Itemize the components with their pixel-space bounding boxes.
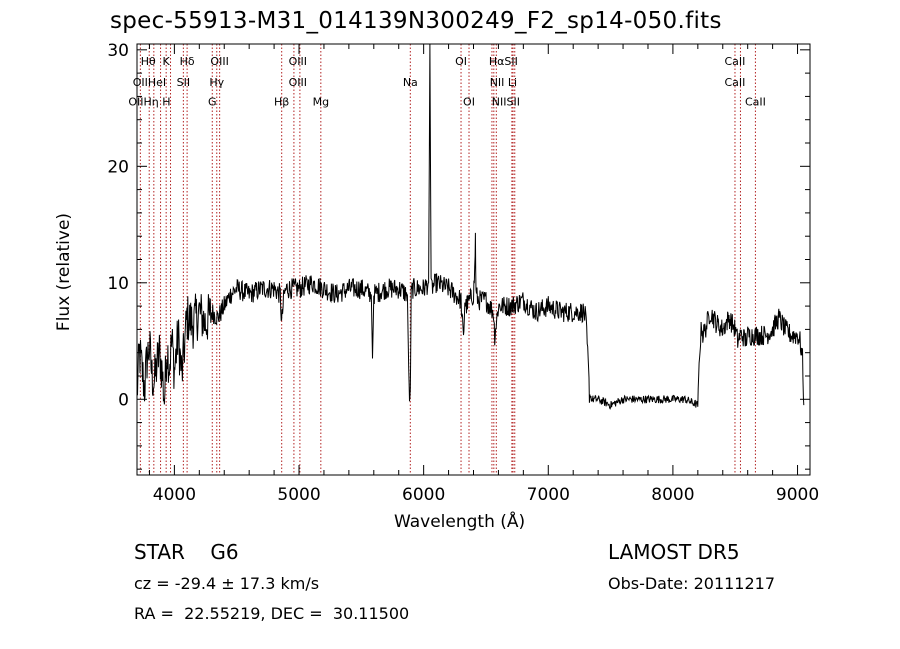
x-tick-label: 9000 — [776, 485, 819, 505]
y-tick-label: 30 — [107, 41, 129, 61]
redshift-text: cz = -29.4 ± 17.3 km/s — [134, 574, 320, 593]
line-label: Hδ — [180, 55, 195, 68]
line-label: OIII — [289, 76, 307, 89]
x-tick-label: 6000 — [402, 485, 445, 505]
line-label: HαSII — [489, 55, 518, 68]
line-label: CaII — [745, 96, 766, 109]
x-tick-label: 4000 — [153, 485, 196, 505]
obs-date-text: Obs-Date: 20111217 — [608, 574, 776, 593]
axes: 4000 5000 6000 7000 8000 9000 0 10 20 30 — [107, 41, 819, 505]
x-tick-label: 5000 — [277, 485, 320, 505]
x-tick-label: 8000 — [651, 485, 694, 505]
line-label: Mg — [313, 96, 329, 109]
survey-text: LAMOST DR5 — [608, 540, 740, 564]
line-label: OIII — [210, 55, 228, 68]
line-label: OI — [455, 55, 467, 68]
line-label: G — [208, 96, 217, 109]
line-labels: Hθ K Hδ OIII OIII OI HαSII OIIHeI SII Hγ OIII Na NII… — [128, 55, 765, 109]
x-tick-label: 7000 — [527, 485, 570, 505]
line-label: Hβ — [274, 96, 289, 109]
y-tick-label: 20 — [107, 157, 129, 177]
line-label: OIIHη H — [128, 96, 170, 109]
line-label: OIII — [289, 55, 307, 68]
line-label: Hθ — [141, 55, 156, 68]
chart-title: spec-55913-M31_014139N300249_F2_sp14-050… — [110, 8, 722, 34]
line-label: NII Li — [490, 76, 517, 89]
y-tick-label: 10 — [107, 274, 129, 294]
classification-text: STAR G6 — [134, 540, 239, 564]
line-label: K — [163, 55, 171, 68]
line-label: CaII — [725, 76, 746, 89]
spectrum-line — [136, 43, 805, 410]
line-label: OIIHeI — [133, 76, 166, 89]
line-label: OI — [463, 96, 475, 109]
line-label: SII — [177, 76, 190, 89]
line-label: CaII — [725, 55, 746, 68]
line-markers — [139, 44, 756, 475]
coordinates-text: RA = 22.55219, DEC = 30.11500 — [134, 604, 410, 623]
line-label: Hγ — [209, 76, 224, 89]
line-label: Na — [403, 76, 418, 89]
x-axis-label: Wavelength (Å) — [394, 512, 526, 532]
line-label: NIISII — [492, 96, 520, 109]
y-tick-label: 0 — [118, 390, 129, 410]
y-axis-label: Flux (relative) — [54, 212, 74, 332]
